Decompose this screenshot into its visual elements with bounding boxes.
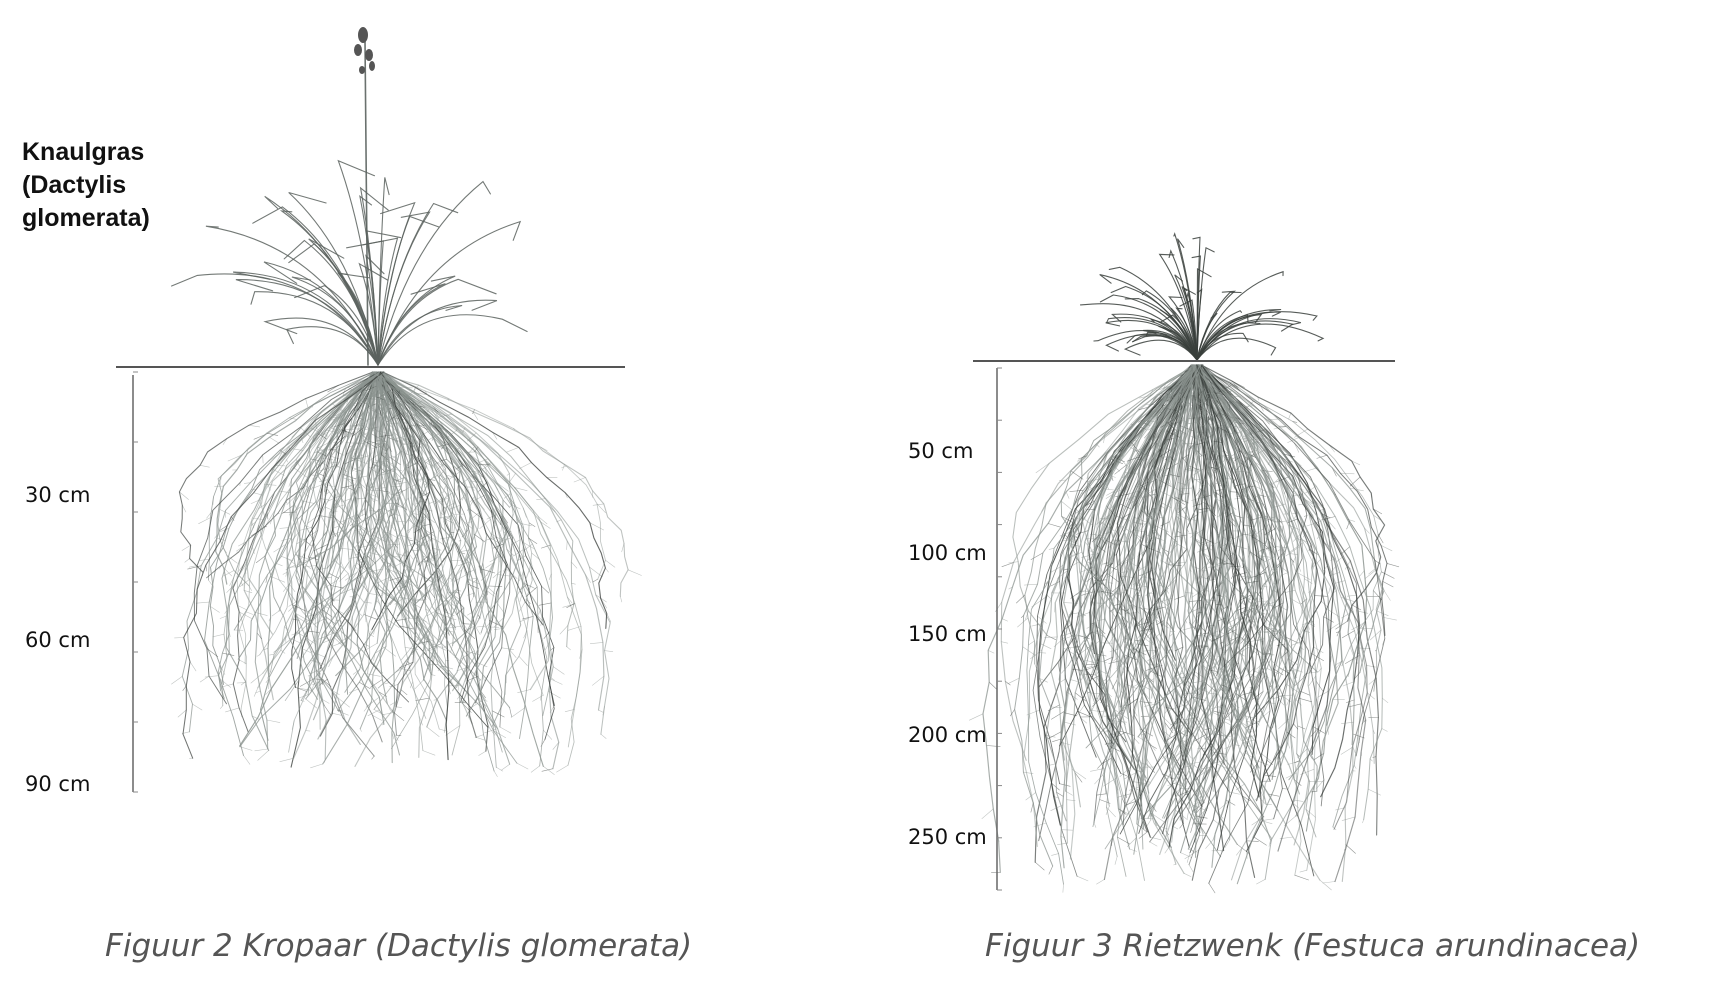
depth-label-60: 60 cm [25,628,91,652]
depth-label-50: 50 cm [908,439,974,463]
depth-label-200: 200 cm [908,723,987,747]
kropaar-root-system [171,371,642,777]
rietzwenk-root-system [969,364,1400,894]
figure-kropaar: Knaulgras (Dactylis glomerata) 30 cm 60 … [0,0,860,982]
kropaar-root-drawing [116,27,642,793]
species-label: Knaulgras (Dactylis glomerata) [22,138,150,232]
depth-scale-ticks [133,371,138,793]
depth-label-90: 90 cm [25,772,91,796]
depth-label-150: 150 cm [908,622,987,646]
figure-caption-left: Figuur 2 Kropaar (Dactylis glomerata) [105,928,693,964]
flower-head-icon [354,27,375,74]
rietzwenk-root-drawing [969,232,1400,894]
figure-rietzwenk: 50 cm 100 cm 150 cm 200 cm 250 cm Figuur… [860,0,1729,982]
depth-label-100: 100 cm [908,541,987,565]
depth-label-30: 30 cm [25,483,91,507]
rietzwenk-grass-tuft [1079,232,1325,361]
kropaar-grass-shoot [171,39,528,366]
depth-scale-ticks [997,367,1002,891]
depth-label-250: 250 cm [908,825,987,849]
figure-caption-right: Figuur 3 Rietzwenk (Festuca arundinacea) [985,928,1641,964]
